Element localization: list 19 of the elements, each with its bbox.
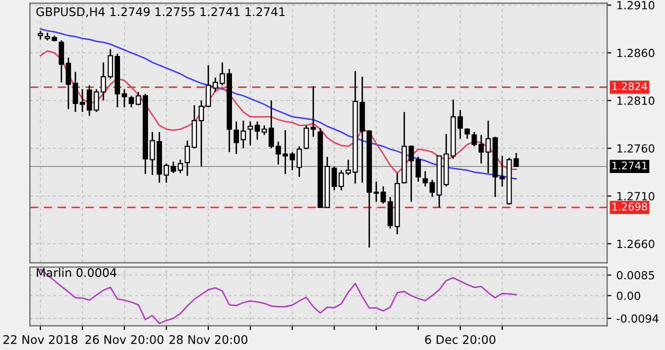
y-tick-label: 0.0085	[616, 271, 654, 280]
y-tick-label: 1.2860	[617, 48, 654, 58]
ref-line-label: 1.2824	[612, 82, 648, 90]
y-tick-label: 1.2660	[617, 240, 654, 248]
y-tick-label: 1.2760	[617, 144, 654, 153]
ref-line-label: 1.2698	[612, 202, 648, 210]
x-tick-label: 26 Nov 20:00	[85, 335, 164, 344]
y-tick-label: -0.0094	[616, 314, 658, 323]
x-tick-label: 28 Nov 20:00	[169, 335, 248, 344]
ref-line-label: 1.2741	[612, 162, 647, 170]
y-tick-label: 1.2810	[617, 96, 654, 105]
y-tick-label: 1.2910	[617, 1, 654, 10]
y-tick-label: 0.00	[616, 292, 640, 300]
candlestick	[58, 40, 64, 84]
chart-title: GBPUSD,H4 1.2749 1.2755 1.2741 1.2741	[36, 7, 285, 18]
line-series	[40, 28, 517, 180]
x-tick-label: 6 Dec 20:00	[425, 335, 496, 344]
y-tick-label: 1.2710	[617, 192, 654, 200]
x-tick-label: 22 Nov 2018	[3, 335, 78, 344]
